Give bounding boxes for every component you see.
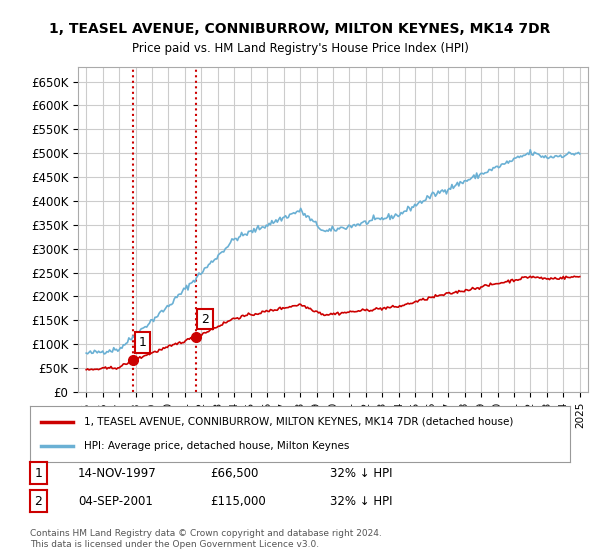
- Text: 1: 1: [139, 336, 146, 349]
- Text: 14-NOV-1997: 14-NOV-1997: [78, 466, 157, 480]
- Text: £115,000: £115,000: [210, 494, 266, 508]
- Text: Contains HM Land Registry data © Crown copyright and database right 2024.
This d: Contains HM Land Registry data © Crown c…: [30, 529, 382, 549]
- Text: 2: 2: [201, 312, 209, 326]
- Text: 2: 2: [34, 494, 43, 508]
- Text: 1: 1: [34, 466, 43, 480]
- Text: HPI: Average price, detached house, Milton Keynes: HPI: Average price, detached house, Milt…: [84, 441, 349, 451]
- Text: 32% ↓ HPI: 32% ↓ HPI: [330, 494, 392, 508]
- Text: 1, TEASEL AVENUE, CONNIBURROW, MILTON KEYNES, MK14 7DR (detached house): 1, TEASEL AVENUE, CONNIBURROW, MILTON KE…: [84, 417, 514, 427]
- Text: 1, TEASEL AVENUE, CONNIBURROW, MILTON KEYNES, MK14 7DR: 1, TEASEL AVENUE, CONNIBURROW, MILTON KE…: [49, 22, 551, 36]
- Text: Price paid vs. HM Land Registry's House Price Index (HPI): Price paid vs. HM Land Registry's House …: [131, 42, 469, 55]
- Text: £66,500: £66,500: [210, 466, 259, 480]
- Text: 04-SEP-2001: 04-SEP-2001: [78, 494, 153, 508]
- Text: 32% ↓ HPI: 32% ↓ HPI: [330, 466, 392, 480]
